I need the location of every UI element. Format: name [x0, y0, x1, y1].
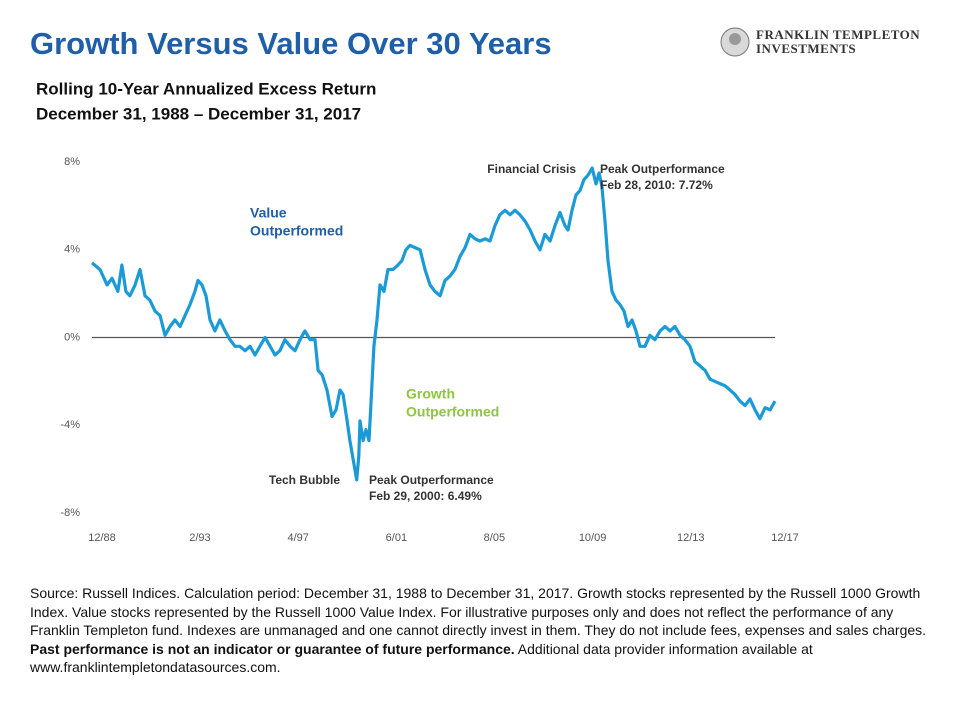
chart: Growth Versus Value Over 30 Years Rollin…: [30, 26, 920, 544]
x-tick-label: 12/13: [677, 532, 705, 544]
x-tick-label: 12/88: [88, 532, 116, 544]
logo-text: FRANKLIN TEMPLETON: [756, 27, 920, 42]
data-line: [90, 166, 777, 482]
y-tick-label: 8%: [64, 156, 80, 168]
source-text: Source: Russell Indices. Calculation per…: [30, 585, 927, 638]
y-tick-label: -8%: [60, 507, 80, 519]
annotation: Peak Outperformance: [600, 162, 725, 176]
logo: FRANKLIN TEMPLETON INVESTMENTS: [720, 27, 920, 57]
y-tick-label: -4%: [60, 419, 80, 431]
source-note: Source: Russell Indices. Calculation per…: [30, 584, 935, 677]
x-tick-label: 10/09: [579, 532, 607, 544]
logo-text: INVESTMENTS: [756, 41, 856, 56]
subtitle: Rolling 10-Year Annualized Excess Return: [36, 79, 376, 98]
annotation: Feb 29, 2000: 6.49%: [369, 489, 482, 503]
annotation: Tech Bubble: [269, 473, 340, 487]
y-tick-label: 0%: [64, 331, 80, 343]
annotation: Outperformed: [250, 223, 343, 239]
logo-icon: [729, 33, 741, 45]
x-tick-label: 12/17: [771, 532, 799, 544]
annotation: Value: [250, 205, 287, 221]
chart-title: Growth Versus Value Over 30 Years: [30, 26, 552, 61]
annotation: Growth: [406, 386, 455, 402]
x-tick-label: 4/97: [287, 532, 308, 544]
annotation: Peak Outperformance: [369, 473, 494, 487]
annotation: Feb 28, 2010: 7.72%: [600, 178, 713, 192]
y-tick-label: 4%: [64, 244, 80, 256]
x-tick-label: 2/93: [189, 532, 210, 544]
x-tick-label: 6/01: [386, 532, 407, 544]
annotation: Financial Crisis: [487, 162, 576, 176]
source-bold: Past performance is not an indicator or …: [30, 640, 515, 657]
source-text: Additional data provider information ava…: [30, 640, 813, 676]
annotation: Outperformed: [406, 404, 499, 420]
subtitle: December 31, 1988 – December 31, 2017: [36, 104, 361, 123]
x-tick-label: 8/05: [484, 532, 505, 544]
